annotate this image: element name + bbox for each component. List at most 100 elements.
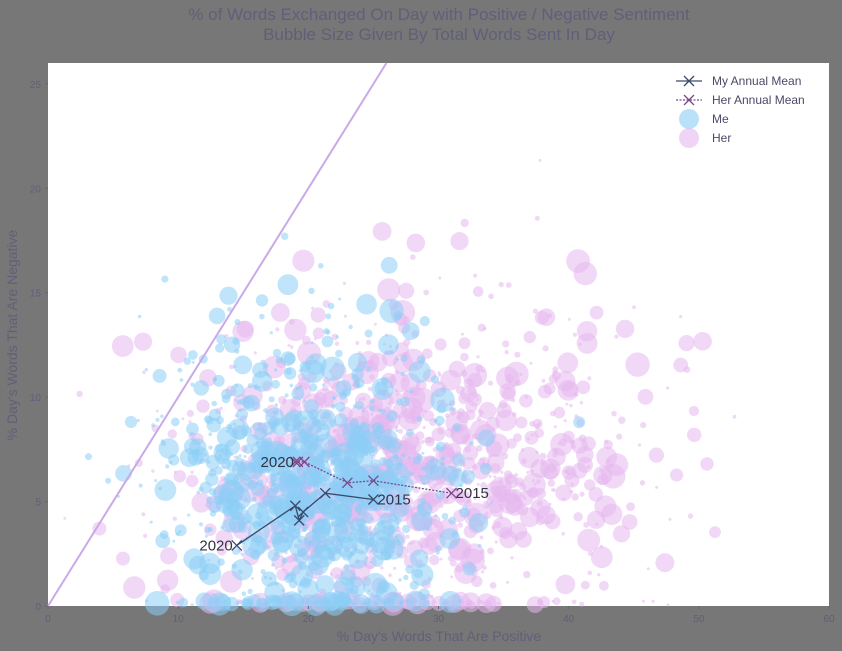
her-bubble (487, 547, 494, 555)
legend-marker-icon (683, 75, 695, 87)
her-bubble (423, 409, 428, 414)
her-bubble (438, 373, 442, 377)
her-bubble (142, 370, 146, 375)
me-bubble (369, 549, 374, 553)
her-bubble (535, 515, 546, 526)
me-bubble (349, 517, 364, 532)
me-bubble (199, 481, 212, 494)
her-bubble (505, 374, 514, 384)
her-bubble (355, 341, 360, 345)
me-bubble (226, 423, 233, 430)
her-bubble (640, 422, 647, 429)
me-bubble (323, 328, 330, 335)
her-bubble (251, 577, 254, 580)
her-bubble (532, 418, 543, 429)
her-bubble (569, 403, 573, 408)
me-bubble (238, 569, 243, 575)
me-bubble (188, 350, 198, 360)
her-bubble (310, 307, 326, 323)
her-bubble (236, 320, 254, 338)
her-bubble (632, 305, 636, 310)
me-bubble (316, 495, 337, 515)
me-bubble (426, 599, 430, 603)
me-bubble (250, 549, 261, 560)
x-tick-label: 20 (303, 614, 315, 625)
her-bubble (215, 529, 233, 547)
me-bubble (368, 532, 373, 537)
me-bubble (223, 336, 241, 353)
legend-entry-label: Her Annual Mean (712, 93, 805, 107)
her-bubble (494, 521, 502, 529)
her-bubble (509, 522, 528, 541)
her-bubble (517, 498, 521, 502)
me-bubble (281, 557, 288, 564)
me-bubble (374, 382, 388, 396)
me-bubble (193, 380, 209, 396)
me-bubble (379, 536, 384, 541)
me-bubble (264, 575, 268, 579)
me-bubble (356, 430, 379, 454)
her-bubble (471, 575, 483, 587)
her-bubble (489, 502, 504, 518)
her-bubble (626, 502, 635, 511)
me-bubble (379, 298, 404, 324)
me-bubble (343, 563, 350, 571)
her-bubble (334, 341, 340, 346)
her-bubble (514, 473, 519, 477)
her-bubble (648, 447, 665, 463)
me-bubble (272, 530, 294, 553)
me-bubble (245, 462, 257, 474)
her-bubble (412, 486, 420, 494)
me-bubble (263, 363, 269, 369)
me-bubble (258, 521, 265, 528)
her-bubble (679, 315, 683, 319)
me-bubble (223, 471, 239, 487)
her-bubble (353, 514, 358, 518)
her-bubble (496, 601, 500, 606)
x-tick-label: 60 (823, 614, 835, 625)
me-bubble (400, 371, 405, 377)
me-bubble (207, 558, 211, 562)
me-bubble (408, 471, 414, 477)
me-bubble (310, 341, 314, 345)
series-point (289, 500, 301, 512)
her-bubble (477, 323, 486, 332)
her-bubble (190, 470, 194, 474)
me-bubble (339, 442, 344, 447)
her-bubble (488, 293, 494, 300)
me-bubble (250, 481, 265, 496)
her-bubble (493, 475, 497, 479)
me-bubble (380, 521, 385, 526)
me-bubble (398, 578, 402, 582)
me-bubble (240, 552, 244, 556)
me-bubble (395, 357, 399, 361)
me-bubble (325, 431, 330, 435)
her-bubble (384, 451, 389, 455)
her-bubble (475, 365, 483, 373)
her-bubble (370, 412, 374, 416)
me-bubble (206, 496, 214, 504)
her-bubble (473, 496, 477, 501)
me-bubble (179, 378, 184, 382)
her-bubble (498, 400, 508, 409)
me-bubble (441, 512, 449, 520)
her-bubble (170, 346, 187, 364)
me-bubble (435, 545, 442, 552)
me-bubble (330, 403, 336, 409)
her-bubble (290, 345, 294, 349)
me-bubble (424, 458, 447, 481)
me-bubble (361, 512, 373, 524)
y-tick-label: 5 (35, 498, 41, 509)
me-bubble (151, 423, 156, 428)
me-bubble (154, 479, 177, 501)
me-bubble (243, 455, 247, 458)
me-bubble (264, 594, 280, 610)
her-bubble (709, 526, 721, 539)
me-bubble (308, 472, 313, 476)
me-bubble (335, 335, 339, 339)
me-bubble (137, 314, 142, 319)
x-tick-label: 0 (45, 614, 51, 625)
her-bubble (571, 599, 577, 605)
x-tick-label: 10 (173, 614, 185, 625)
me-bubble (149, 520, 153, 524)
